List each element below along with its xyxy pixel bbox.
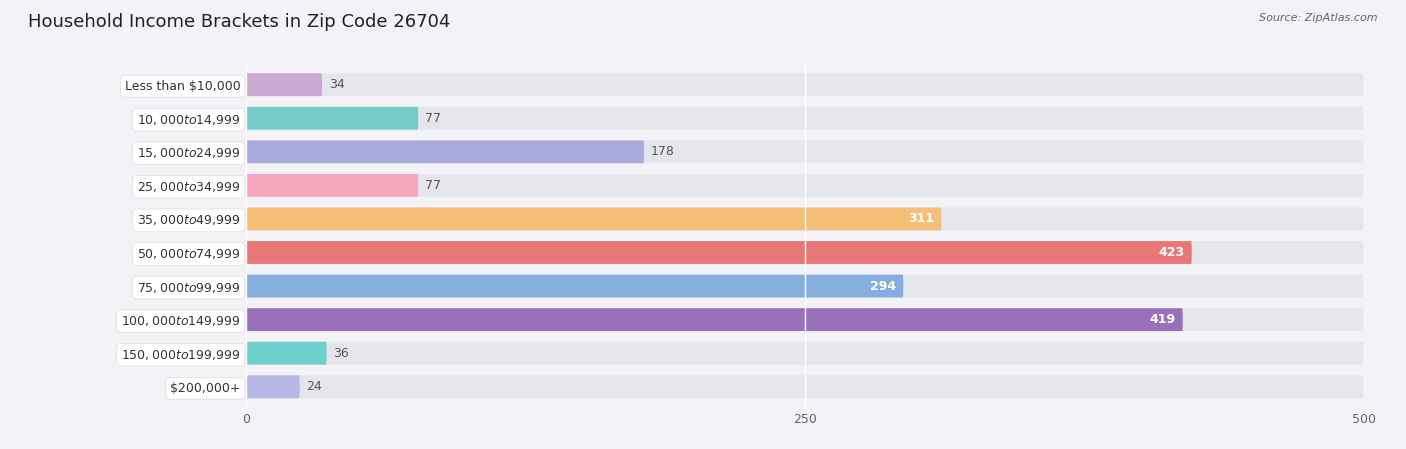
Text: 36: 36 <box>333 347 349 360</box>
Text: Source: ZipAtlas.com: Source: ZipAtlas.com <box>1260 13 1378 23</box>
Text: Household Income Brackets in Zip Code 26704: Household Income Brackets in Zip Code 26… <box>28 13 450 31</box>
FancyBboxPatch shape <box>246 207 1364 230</box>
FancyBboxPatch shape <box>246 73 1364 96</box>
Text: 294: 294 <box>870 280 897 293</box>
FancyBboxPatch shape <box>246 342 326 365</box>
FancyBboxPatch shape <box>246 207 941 230</box>
FancyBboxPatch shape <box>246 241 1364 264</box>
Text: 423: 423 <box>1159 246 1185 259</box>
Text: 77: 77 <box>425 179 441 192</box>
Text: 311: 311 <box>908 212 935 225</box>
FancyBboxPatch shape <box>246 241 1192 264</box>
FancyBboxPatch shape <box>246 275 1364 298</box>
Text: 419: 419 <box>1150 313 1175 326</box>
FancyBboxPatch shape <box>246 342 1364 365</box>
FancyBboxPatch shape <box>246 308 1364 331</box>
Text: 178: 178 <box>651 145 675 158</box>
FancyBboxPatch shape <box>246 107 418 130</box>
Text: 24: 24 <box>307 380 322 393</box>
Text: 34: 34 <box>329 78 344 91</box>
FancyBboxPatch shape <box>246 375 299 398</box>
FancyBboxPatch shape <box>246 375 1364 398</box>
FancyBboxPatch shape <box>246 174 418 197</box>
FancyBboxPatch shape <box>246 73 322 96</box>
Text: 77: 77 <box>425 112 441 125</box>
FancyBboxPatch shape <box>246 107 1364 130</box>
FancyBboxPatch shape <box>246 308 1182 331</box>
FancyBboxPatch shape <box>246 141 644 163</box>
FancyBboxPatch shape <box>246 275 903 298</box>
FancyBboxPatch shape <box>246 141 1364 163</box>
FancyBboxPatch shape <box>246 174 1364 197</box>
